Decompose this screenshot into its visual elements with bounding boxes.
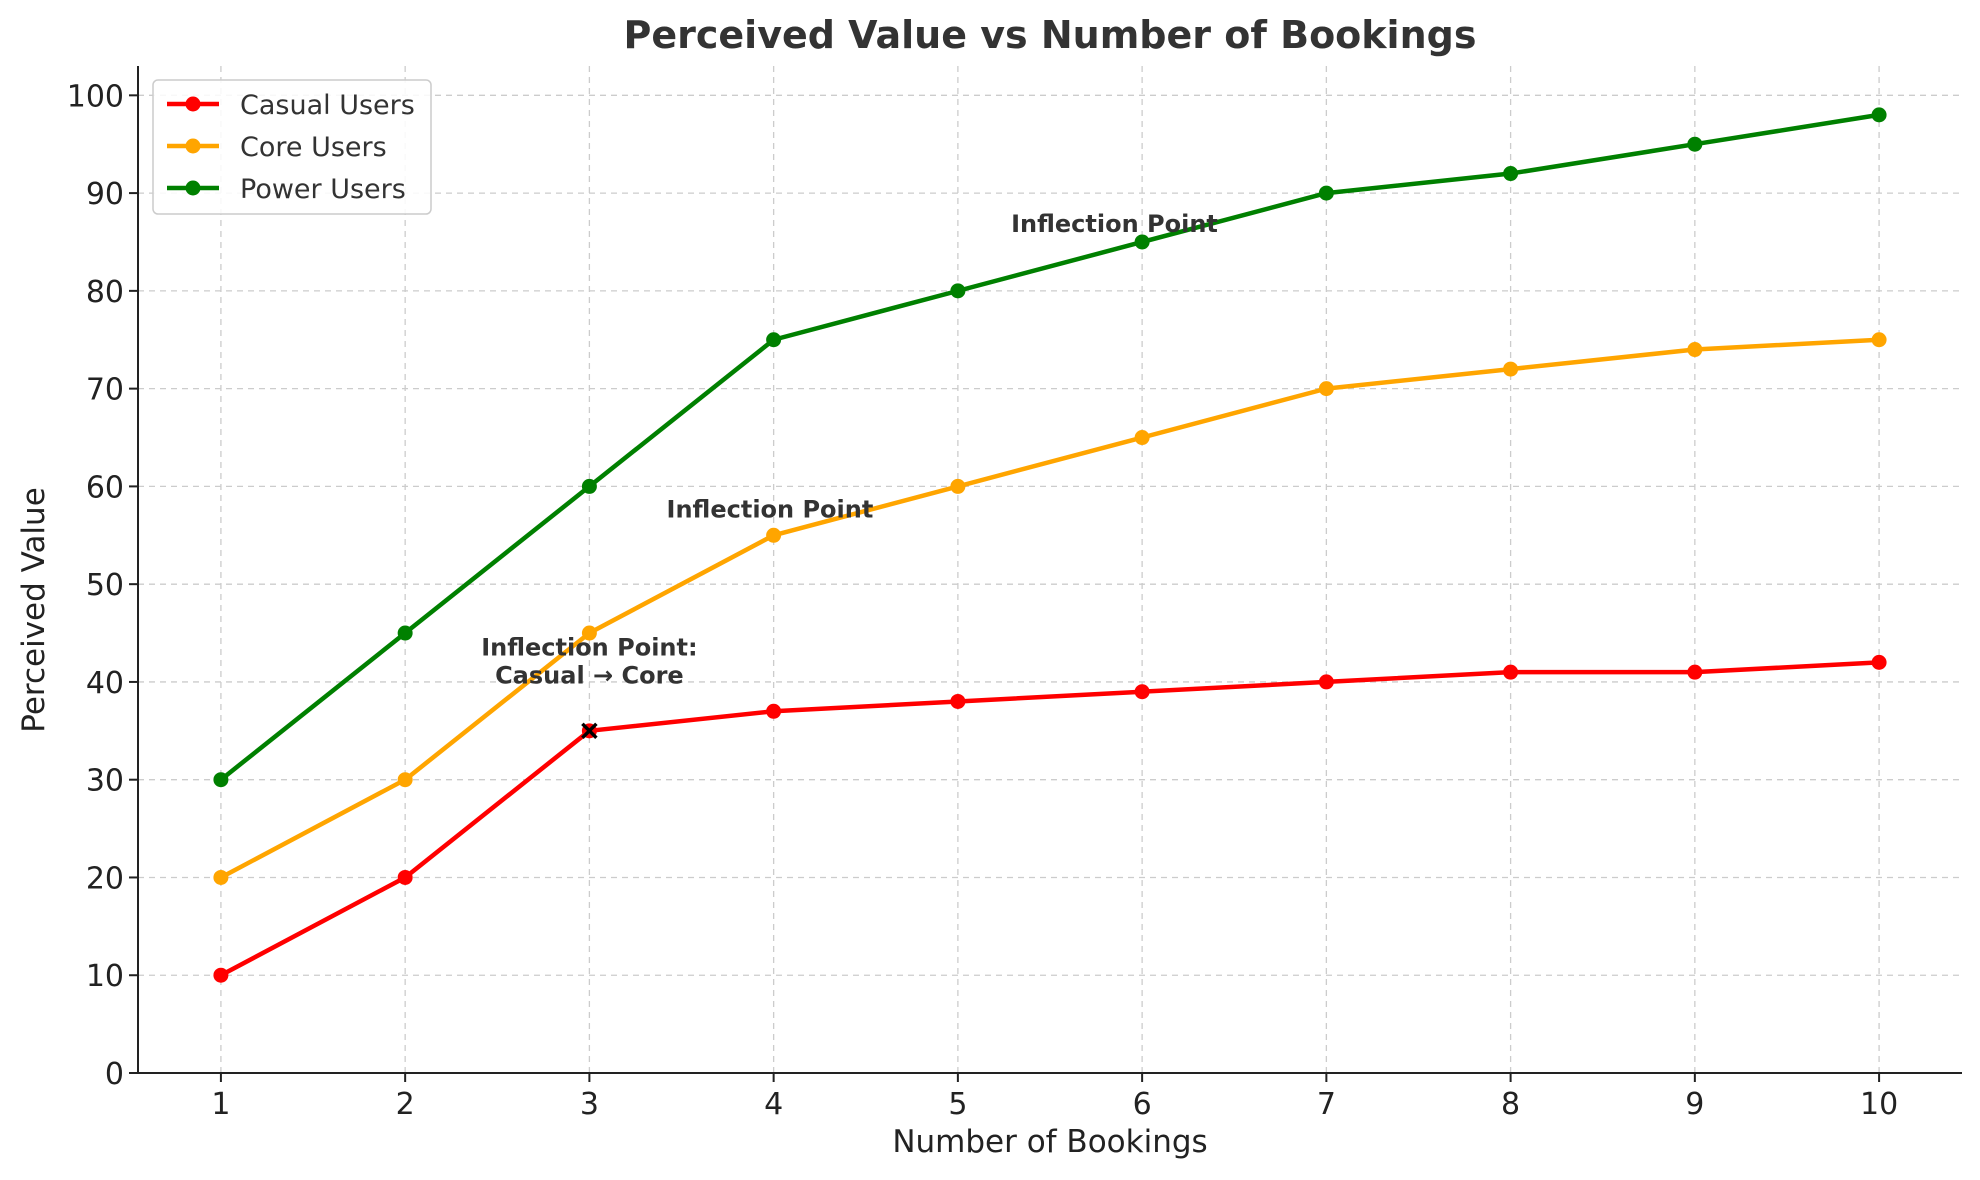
data-point xyxy=(766,332,782,348)
series-power-users xyxy=(213,107,1887,788)
y-tick-label: 10 xyxy=(86,959,124,994)
x-tick-label: 1 xyxy=(211,1087,230,1122)
legend-label: Casual Users xyxy=(240,90,415,121)
legend-marker xyxy=(185,96,201,112)
data-point xyxy=(213,772,229,788)
inflection-marker xyxy=(581,722,598,740)
x-tick-label: 6 xyxy=(1133,1087,1152,1122)
legend: Casual Users Core Users Power Users xyxy=(152,79,432,215)
legend-label: Core Users xyxy=(240,132,387,163)
annotation: Inflection Point xyxy=(667,496,874,524)
y-tick-label: 50 xyxy=(86,568,124,603)
data-point xyxy=(950,478,966,494)
data-point xyxy=(1503,166,1519,182)
legend-entry: Core Users xyxy=(167,132,387,163)
data-point xyxy=(1871,107,1887,123)
series-casual-users xyxy=(213,654,1887,983)
series-line-core-users xyxy=(218,337,1882,880)
grid xyxy=(138,66,1962,1073)
data-point xyxy=(766,527,782,543)
x-tick-label: 9 xyxy=(1685,1087,1704,1122)
data-point xyxy=(1503,361,1519,377)
annotation: Inflection Point xyxy=(1011,210,1218,238)
x-tick-label: 3 xyxy=(580,1087,599,1122)
legend-label: Power Users xyxy=(240,174,406,205)
legend-marker xyxy=(185,180,201,196)
y-tick-label: 0 xyxy=(105,1057,124,1092)
x-tick-label: 7 xyxy=(1317,1087,1336,1122)
y-axis-label: Perceived Value xyxy=(16,487,52,733)
legend-entry: Power Users xyxy=(167,174,406,205)
chart-title: Perceived Value vs Number of Bookings xyxy=(624,13,1477,57)
y-tick-label: 40 xyxy=(86,666,124,701)
series-line-casual-users xyxy=(218,660,1882,978)
y-tick-label: 100 xyxy=(67,79,124,114)
data-point xyxy=(1318,381,1334,397)
data-point xyxy=(1871,654,1887,670)
y-tick-label: 60 xyxy=(86,470,124,505)
data-point xyxy=(950,693,966,709)
y-tick-label: 90 xyxy=(86,177,124,212)
data-point xyxy=(581,478,597,494)
annotations: Inflection Point Inflection Point Inflecti… xyxy=(481,210,1218,740)
y-tick-label: 30 xyxy=(86,764,124,799)
data-point xyxy=(950,283,966,299)
data-point xyxy=(1318,185,1334,201)
data-point xyxy=(1687,342,1703,358)
data-point xyxy=(213,869,229,885)
y-tick-label: 70 xyxy=(86,373,124,408)
series-core-users xyxy=(213,332,1887,885)
x-tick-label: 4 xyxy=(764,1087,783,1122)
legend-marker xyxy=(185,138,201,154)
data-point xyxy=(213,967,229,983)
data-point xyxy=(1871,332,1887,348)
data-point xyxy=(581,625,597,641)
legend-entry: Casual Users xyxy=(167,90,415,121)
data-point xyxy=(1134,684,1150,700)
data-point xyxy=(1687,136,1703,152)
data-point xyxy=(766,703,782,719)
x-tick-label: 10 xyxy=(1860,1087,1898,1122)
x-tick-label: 5 xyxy=(948,1087,967,1122)
data-point xyxy=(1503,664,1519,680)
series-line-power-users xyxy=(218,112,1882,782)
y-tick-label: 80 xyxy=(86,275,124,310)
data-point xyxy=(1318,674,1334,690)
legend-box xyxy=(152,79,432,215)
axes xyxy=(137,66,1962,1074)
data-point xyxy=(1134,234,1150,250)
data-point xyxy=(397,772,413,788)
series xyxy=(213,107,1887,983)
x-axis-label: Number of Bookings xyxy=(892,1124,1207,1160)
annotation: Inflection Point: Casual → Core xyxy=(481,634,697,690)
data-point xyxy=(397,625,413,641)
data-point xyxy=(1134,430,1150,446)
data-point xyxy=(397,869,413,885)
x-tick-label: 8 xyxy=(1501,1087,1520,1122)
x-tick-label: 2 xyxy=(396,1087,415,1122)
data-point xyxy=(1687,664,1703,680)
y-tick-label: 20 xyxy=(86,861,124,896)
